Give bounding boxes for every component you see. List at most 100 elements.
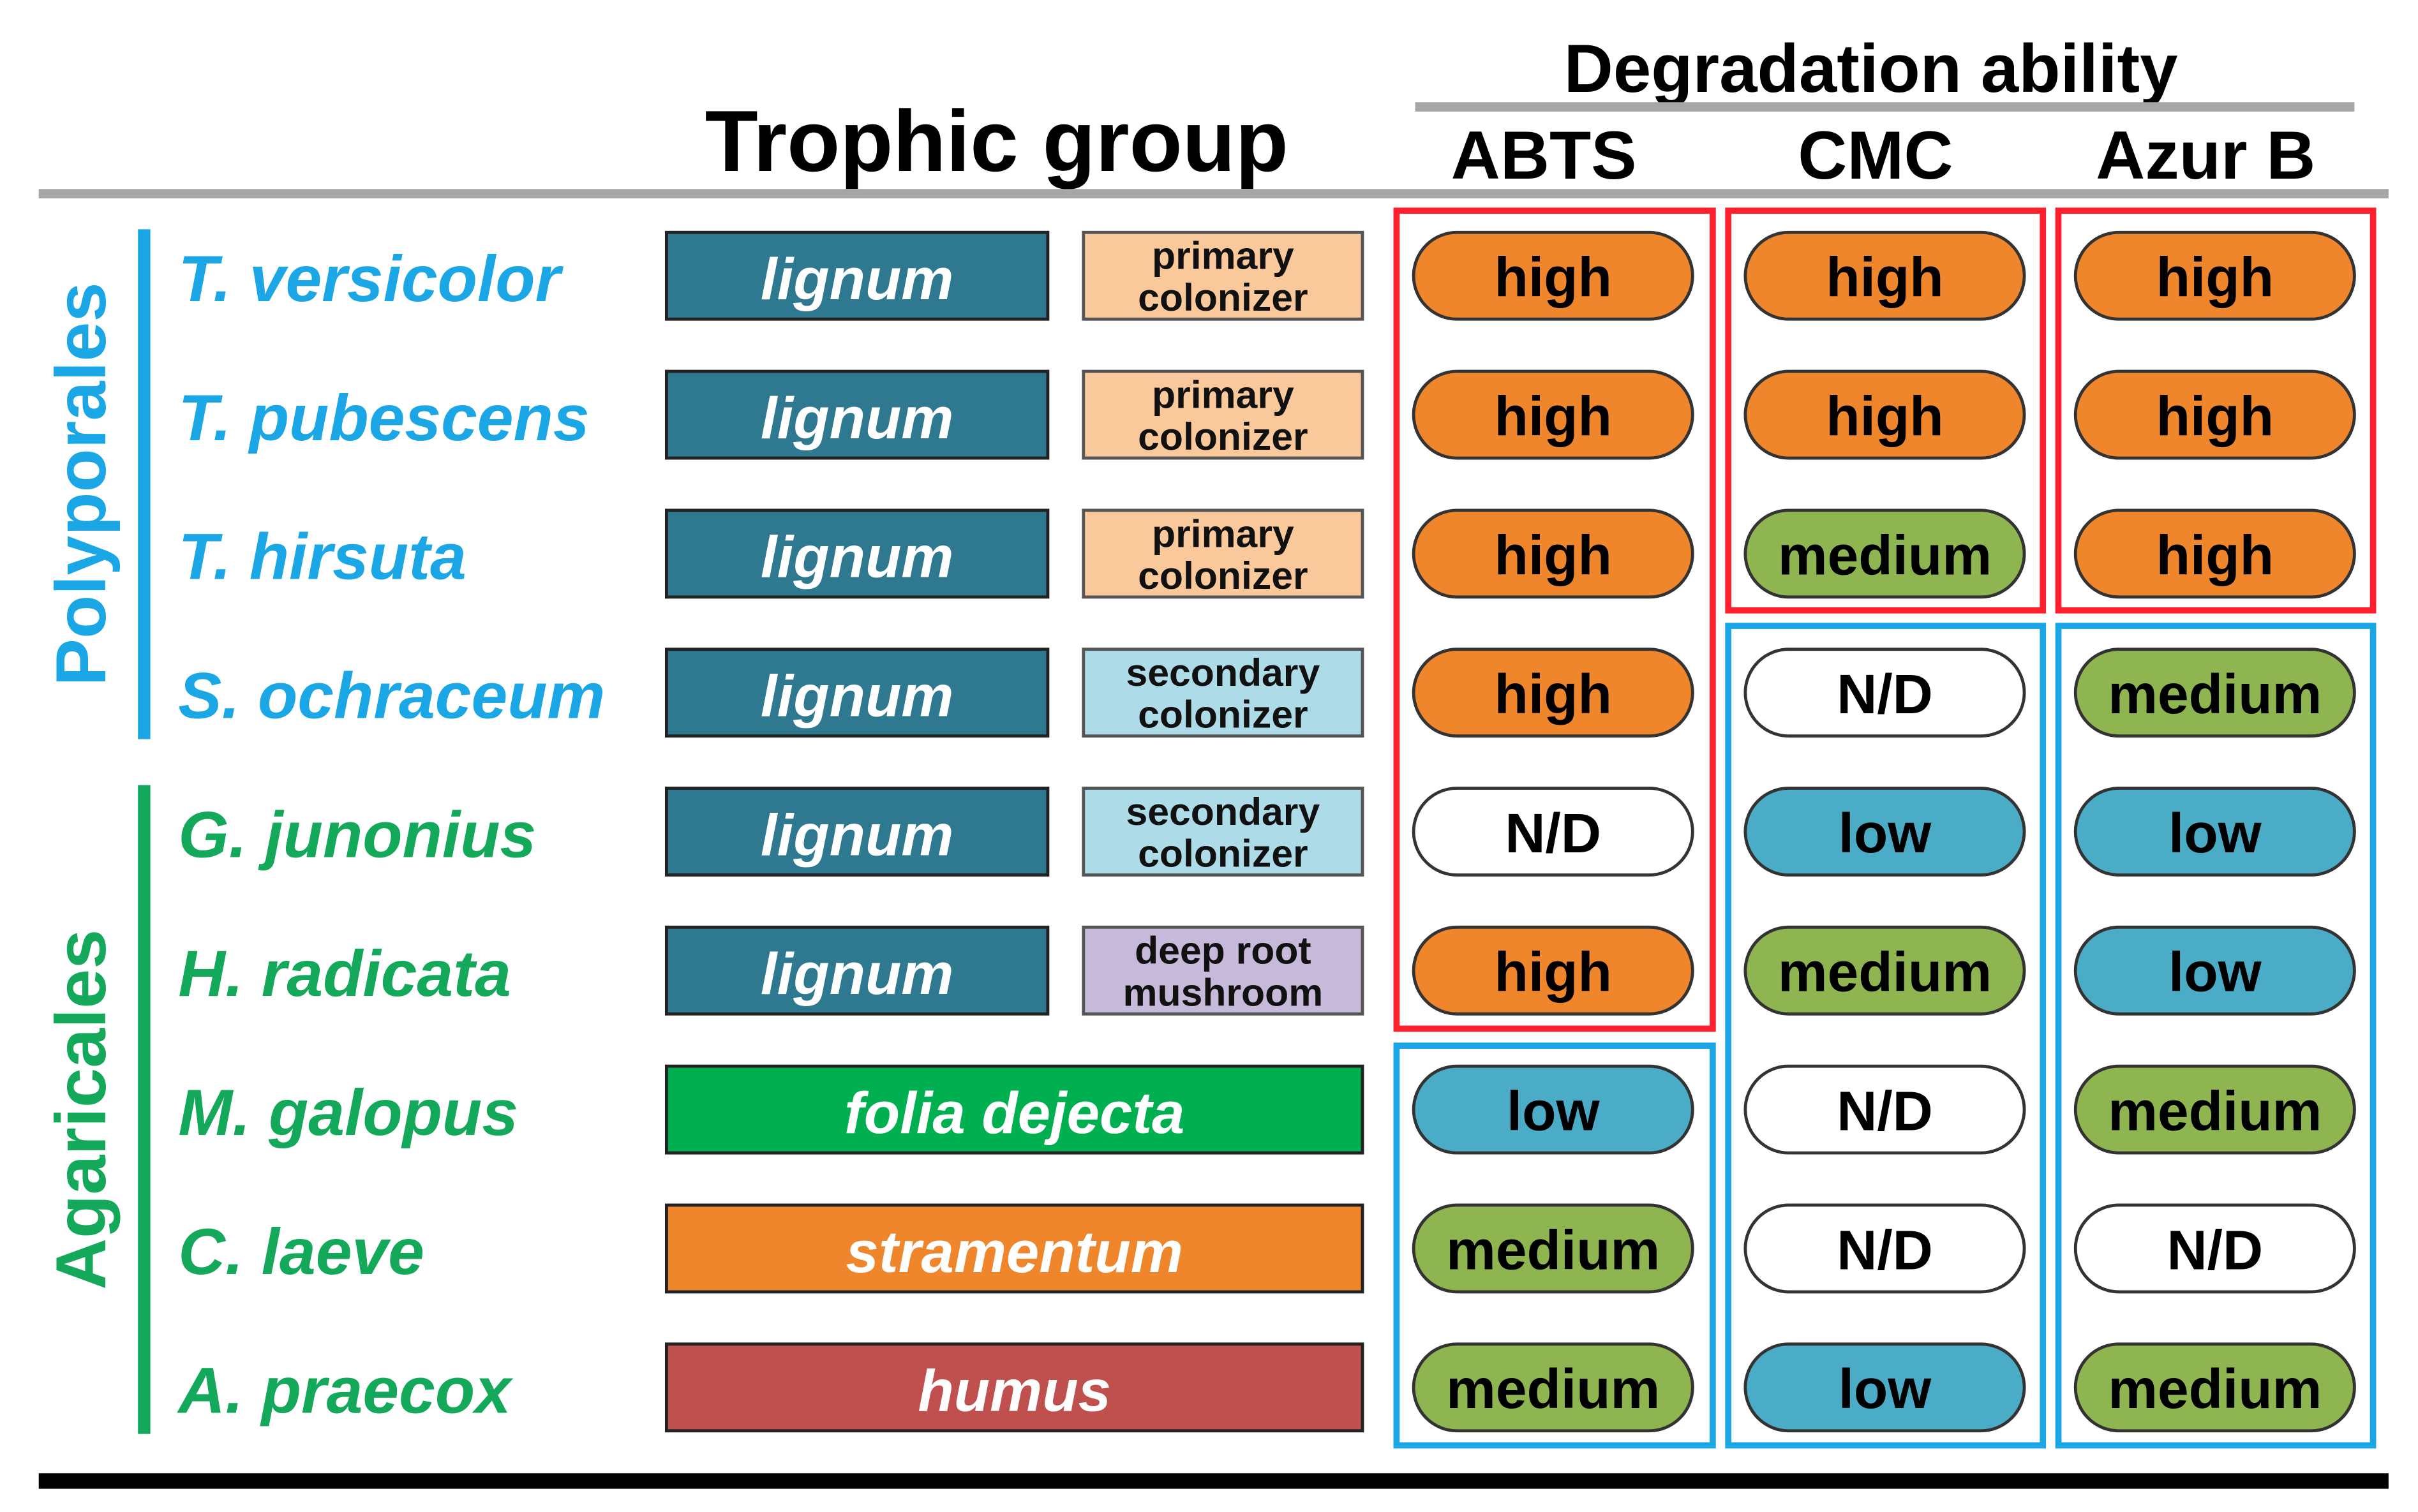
rating: high	[1826, 385, 1943, 447]
colonizer: colonizer	[1138, 415, 1308, 458]
rating: medium	[1446, 1219, 1660, 1281]
colonizer: colonizer	[1138, 554, 1308, 597]
colonizer-box	[1082, 508, 1364, 599]
substrate: lignum	[761, 801, 953, 868]
rating: low	[1507, 1080, 1601, 1143]
colonizer-box	[1082, 925, 1364, 1016]
colonizer: primary	[1152, 234, 1294, 278]
substrate-box	[664, 648, 1050, 738]
rating: low	[1839, 1358, 1932, 1420]
substrate: lignum	[761, 385, 953, 451]
species: T. versicolor	[178, 242, 563, 315]
rating: high	[1494, 524, 1611, 586]
substrate: lignum	[761, 940, 953, 1007]
group-label: Polyporales	[41, 282, 121, 686]
rating-pill	[1743, 369, 2026, 460]
substrate-box	[664, 1342, 1364, 1433]
rating: low	[2168, 802, 2262, 864]
rating-pill	[1412, 648, 1694, 738]
species: T. pubescens	[178, 382, 589, 454]
colonizer-box	[1082, 369, 1364, 460]
rating-pill	[2073, 1064, 2356, 1155]
column-header: ABTS	[1451, 117, 1637, 193]
rating-pill	[1412, 1203, 1694, 1294]
rating-pill	[1743, 925, 2026, 1016]
rating: high	[1494, 385, 1611, 447]
rating-pill	[1412, 508, 1694, 599]
rating: low	[2168, 941, 2262, 1004]
colonizer: secondary	[1126, 651, 1320, 694]
frame	[1393, 1042, 1716, 1449]
rating-pill	[1412, 369, 1694, 460]
colonizer-box	[1082, 230, 1364, 321]
rating-pill	[2073, 1203, 2356, 1294]
rating-pill	[2073, 648, 2356, 738]
rating: low	[1839, 802, 1932, 864]
substrate: humus	[918, 1358, 1110, 1424]
colonizer: primary	[1152, 512, 1294, 555]
colonizer: colonizer	[1138, 693, 1308, 736]
substrate-box	[664, 1203, 1364, 1294]
substrate-box	[664, 369, 1050, 460]
rating-pill	[1743, 508, 2026, 599]
rating: high	[1494, 663, 1611, 725]
species: S. ochraceum	[178, 660, 605, 732]
rating-pill	[2073, 369, 2356, 460]
rating: N/D	[1837, 663, 1933, 725]
rating: high	[1494, 246, 1611, 309]
frame	[2055, 207, 2377, 614]
frame	[1393, 207, 1716, 1032]
rating-pill	[1412, 1064, 1694, 1155]
rating-pill	[2073, 925, 2356, 1016]
rating: N/D	[1505, 802, 1601, 864]
rating-pill	[1412, 925, 1694, 1016]
colonizer: mushroom	[1123, 970, 1324, 1014]
rating-pill	[1743, 1203, 2026, 1294]
trophic-header: Trophic group	[705, 93, 1288, 189]
colonizer: secondary	[1126, 790, 1320, 833]
species: G. junonius	[178, 798, 536, 871]
rating-pill	[2073, 230, 2356, 321]
column-header: Azur B	[2096, 117, 2315, 193]
rating: N/D	[1837, 1219, 1933, 1281]
colonizer-box	[1082, 787, 1364, 877]
rating: high	[1494, 941, 1611, 1004]
rating: medium	[1778, 941, 1992, 1004]
rating-pill	[1743, 1064, 2026, 1155]
species: A. praecox	[176, 1354, 514, 1427]
rating-pill	[1743, 230, 2026, 321]
colonizer: colonizer	[1138, 276, 1308, 319]
species: M. galopus	[178, 1076, 518, 1149]
substrate-box	[664, 230, 1050, 321]
species: H. radicata	[178, 937, 511, 1010]
rating: medium	[2108, 663, 2322, 725]
rating-pill	[2073, 1342, 2356, 1433]
rating: high	[2156, 524, 2274, 586]
rating-pill	[1743, 1342, 2026, 1433]
frame	[1725, 207, 2047, 614]
rating: N/D	[1837, 1080, 1933, 1143]
rating-pill	[1743, 648, 2026, 738]
group-frames	[1393, 207, 2377, 1449]
substrate: lignum	[761, 246, 953, 312]
frame	[1725, 623, 2047, 1449]
species: T. hirsuta	[178, 521, 466, 593]
rating: high	[2156, 385, 2274, 447]
rating-pill	[1412, 787, 1694, 877]
column-header: CMC	[1798, 117, 1953, 193]
species: C. laeve	[178, 1215, 424, 1288]
rating: medium	[2108, 1080, 2322, 1143]
rating: medium	[2108, 1358, 2322, 1420]
frame	[2055, 623, 2377, 1449]
substrate: folia dejecta	[844, 1079, 1184, 1146]
substrate-box	[664, 1064, 1364, 1155]
rating: medium	[1778, 524, 1992, 586]
rating: N/D	[2167, 1219, 2264, 1281]
substrate: stramentum	[846, 1219, 1183, 1285]
group-label: Agaricales	[41, 930, 121, 1290]
colonizer: deep root	[1135, 929, 1311, 972]
colonizer: colonizer	[1138, 831, 1308, 875]
rating-pill	[2073, 787, 2356, 877]
substrate: lignum	[761, 663, 953, 729]
substrate: lignum	[761, 524, 953, 590]
